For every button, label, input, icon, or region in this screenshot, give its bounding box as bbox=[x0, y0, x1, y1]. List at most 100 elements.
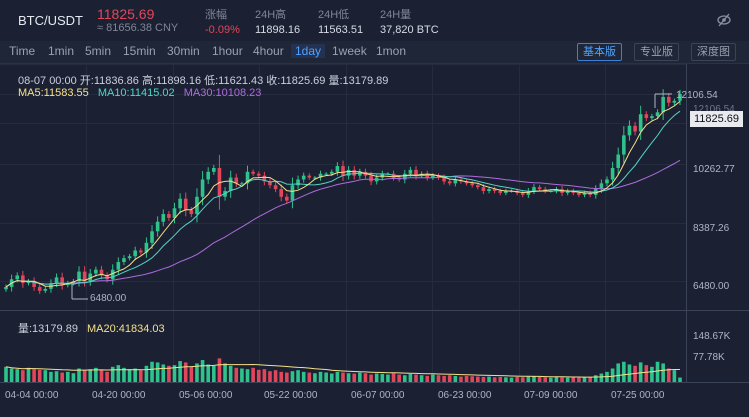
candle-body bbox=[133, 250, 137, 257]
volume-bar bbox=[436, 375, 441, 382]
volume-bar bbox=[335, 371, 340, 382]
volume-bar bbox=[127, 369, 132, 382]
volume-readout: 量:13179.89 MA20:41834.03 bbox=[18, 320, 165, 336]
date-tick: 07-25 00:00 bbox=[611, 390, 665, 401]
tab-1mon[interactable]: 1mon bbox=[376, 44, 407, 58]
volume-bar bbox=[571, 377, 576, 382]
view-basic-button[interactable]: 基本版 bbox=[577, 43, 622, 61]
candle-body bbox=[408, 169, 413, 174]
volume-bar bbox=[644, 365, 649, 382]
volume-bar bbox=[520, 377, 525, 382]
eye-slash-icon[interactable] bbox=[716, 12, 732, 28]
tab-5min[interactable]: 5min bbox=[85, 44, 112, 58]
candle-body bbox=[54, 277, 59, 284]
volume-bar bbox=[419, 375, 424, 382]
candle-body bbox=[329, 171, 334, 174]
volume-bar bbox=[82, 370, 87, 382]
volume-bar bbox=[161, 364, 166, 382]
volume-bar bbox=[622, 361, 626, 382]
volume-bar bbox=[116, 365, 121, 382]
candle-body bbox=[15, 275, 20, 280]
volume-bar bbox=[509, 377, 514, 382]
volume-bar bbox=[498, 376, 503, 382]
volume-bar bbox=[543, 377, 547, 382]
volume-bar bbox=[15, 369, 20, 382]
candle-body bbox=[99, 269, 104, 276]
volume-bar bbox=[666, 368, 671, 382]
price-tick: 12106.54 bbox=[693, 104, 735, 115]
max-price-marker: 12106.54 bbox=[676, 90, 718, 101]
tab-4hour[interactable]: 4hour bbox=[253, 44, 284, 58]
volume-bar bbox=[414, 374, 418, 382]
candle-body bbox=[672, 100, 677, 103]
view-depth-button[interactable]: 深度图 bbox=[691, 43, 736, 61]
candle-body bbox=[504, 191, 508, 193]
volume-bar bbox=[167, 365, 171, 382]
ma5-line bbox=[5, 101, 681, 288]
candle-body bbox=[453, 179, 458, 184]
candle-body bbox=[60, 277, 64, 286]
volume-bar bbox=[470, 376, 474, 382]
tab-1week[interactable]: 1week bbox=[332, 44, 367, 58]
candle-body bbox=[582, 192, 587, 195]
candle-body bbox=[605, 179, 609, 184]
tab-1day[interactable]: 1day bbox=[291, 44, 326, 58]
volume-bar bbox=[234, 367, 239, 382]
candle-body bbox=[537, 187, 542, 190]
volume-bar bbox=[54, 371, 59, 382]
candle-body bbox=[481, 187, 486, 191]
volume-bar bbox=[610, 368, 615, 382]
ma10-value: MA10:11415.02 bbox=[97, 87, 175, 99]
volume-bar bbox=[341, 372, 345, 382]
volume-bar bbox=[77, 368, 81, 382]
candle-body bbox=[273, 185, 278, 190]
change-label: 涨幅 bbox=[205, 9, 227, 21]
candle-body bbox=[520, 192, 525, 195]
candle-body bbox=[155, 221, 160, 232]
candle-body bbox=[622, 135, 626, 155]
candle-body bbox=[650, 116, 654, 119]
candle-body bbox=[110, 269, 115, 280]
volume-bar bbox=[150, 361, 154, 382]
volume-bar bbox=[380, 373, 385, 382]
tab-30min[interactable]: 30min bbox=[167, 44, 200, 58]
high-value: 11898.16 bbox=[255, 24, 301, 36]
candle-body bbox=[161, 214, 166, 222]
tab-1min[interactable]: 1min bbox=[48, 44, 75, 58]
candle-body bbox=[346, 169, 351, 176]
candle-body bbox=[189, 210, 194, 215]
volume-bar bbox=[616, 363, 621, 382]
tab-1hour[interactable]: 1hour bbox=[212, 44, 243, 58]
volume-bar bbox=[240, 368, 244, 382]
candle-body bbox=[616, 154, 621, 168]
low-label: 24H低 bbox=[318, 9, 350, 21]
pair-name[interactable]: BTC/USDT bbox=[18, 13, 83, 28]
volume-bar bbox=[290, 371, 295, 382]
candle-body bbox=[436, 175, 441, 178]
volume-bar bbox=[532, 375, 536, 382]
candle-body bbox=[661, 96, 665, 113]
candle-body bbox=[245, 171, 250, 184]
volume-bar bbox=[476, 376, 480, 382]
volume-bar bbox=[49, 371, 53, 382]
volume-bar bbox=[139, 370, 143, 382]
volume-bar bbox=[627, 364, 632, 382]
view-pro-button[interactable]: 专业版 bbox=[634, 43, 679, 61]
volume-bar bbox=[453, 375, 458, 382]
volume-bar bbox=[650, 366, 654, 382]
volume-tick: 77.78K bbox=[693, 352, 725, 363]
candle-body bbox=[200, 179, 205, 197]
ma30-line bbox=[5, 159, 681, 288]
volume-bar bbox=[358, 372, 362, 382]
candle-body bbox=[183, 198, 188, 211]
candle-body bbox=[470, 183, 474, 186]
volume-bar bbox=[144, 365, 149, 382]
tab-15min[interactable]: 15min bbox=[123, 44, 156, 58]
volume-bar bbox=[268, 371, 272, 382]
current-price-tag: 11825.69 bbox=[690, 111, 743, 127]
volume-bar bbox=[99, 370, 104, 382]
tab-time[interactable]: Time bbox=[9, 44, 36, 58]
change-value: -0.09% bbox=[205, 24, 240, 36]
candle-body bbox=[268, 181, 272, 186]
candlestick-chart[interactable] bbox=[0, 64, 749, 417]
